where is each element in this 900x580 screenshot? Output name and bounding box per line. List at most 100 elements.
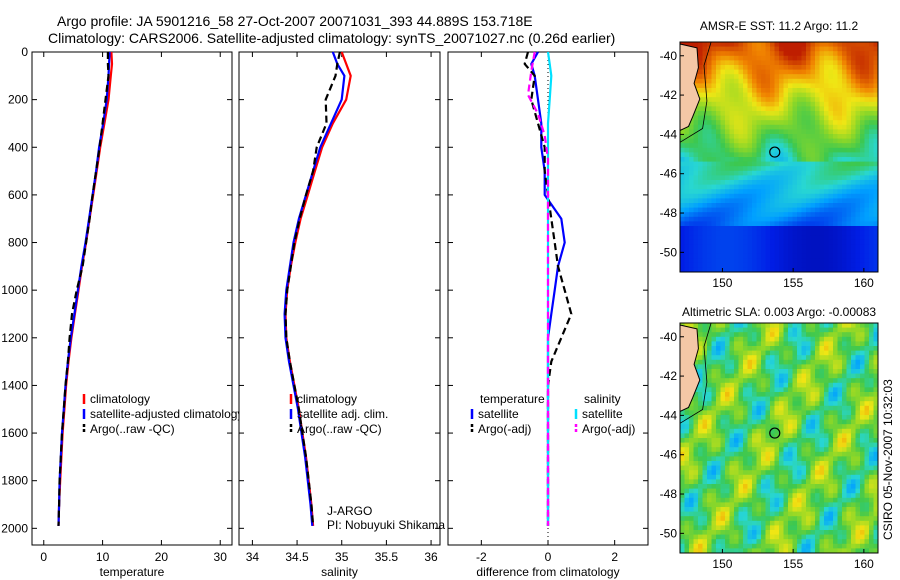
sla_map-cell [747,433,753,439]
sla_map-cell [810,401,816,407]
sst_map-cell [756,207,762,213]
sla_map-cell [765,373,771,379]
sla_map-cell [824,378,829,384]
sla_map-cell [864,336,870,342]
sla_map-cell [774,332,780,338]
sla_map-cell [761,451,766,457]
sla_map-cell [833,511,838,517]
sst_map-cell [806,212,811,218]
sla_map-cell [842,530,847,535]
sst_map-cell [743,198,748,204]
sla_map-cell [743,433,748,439]
sla_map-cell [743,465,748,471]
sla_map-cell [725,369,730,374]
sst_map-cell [761,97,766,103]
sst_map-cell [743,65,748,70]
sla_map-cell [684,474,690,480]
sla_map-cell [806,359,811,365]
sla_map-cell [698,511,703,517]
sst_map-cell [779,230,784,236]
sst_map-cell [788,42,793,47]
sst_map-cell [698,83,703,89]
sst_map-cell [806,106,811,112]
sla_map-cell [869,507,874,512]
sst_map-cell [720,88,726,93]
sst_map-cell [833,78,838,84]
sst_map-cell [720,51,726,57]
sst_map-cell [702,226,708,231]
sst_map-cell [729,83,735,89]
sst_map-cell [815,230,820,236]
sla_map-cell [801,369,807,374]
sla_map-cell [752,401,757,407]
sla_map-cell [716,355,721,361]
sst_map-cell [855,88,861,93]
sst_map-cell [801,78,807,84]
sst_map-cell [837,239,843,245]
sst_map-cell [819,170,825,176]
sst_map-cell [716,42,721,47]
sla_map-cell [770,350,775,356]
sst_map-cell [702,262,708,268]
sst_map-cell [770,65,775,70]
sst_map-cell [855,212,861,218]
sst_map-cell [801,46,807,52]
sla_map-cell [684,433,690,439]
temperature-ytick-label: 600 [8,188,28,202]
sla_map-cell [738,401,744,407]
sla_map-cell [725,355,730,361]
sst_map-cell [864,42,870,47]
sst_map-cell [698,106,703,112]
sla_map-cell [864,442,870,448]
sla_map-xtick-label: 150 [712,557,732,571]
sla_map-cell [873,465,879,471]
sst_map-cell [720,253,726,259]
sla_map-cell [801,525,807,531]
sst_map-cell [842,134,847,139]
temperature-ytick-label: 1800 [1,474,28,488]
sla_map-cell [774,465,780,471]
sst_map-cell [873,60,879,66]
sla_map-cell [788,488,793,494]
sla_map-cell [720,511,726,517]
sla_map-cell [855,350,861,356]
sst_map-cell [801,244,807,250]
sla_map-cell [729,534,735,540]
sst_map-cell [738,115,744,121]
sla_map-cell [797,346,802,351]
sst_map-cell [792,166,798,172]
sla_map-cell [743,382,748,388]
sla_map-cell [743,387,748,393]
sla_map-cell [819,424,825,430]
sst_map-cell [810,184,816,190]
sla_map-cell [734,419,739,425]
sst_map-cell [801,106,807,112]
sst_map-cell [729,184,735,190]
sla_map-cell [797,332,802,338]
sst_map-cell [743,134,748,139]
sst_map-cell [752,253,757,259]
sla_map-cell [770,516,775,522]
sst_map-cell [774,230,780,236]
sla_map-cell [788,465,793,471]
sla_map-cell [702,382,708,388]
sla_map-cell [765,428,771,434]
sst_map-cell [819,226,825,231]
sla_map-cell [828,392,834,397]
sla_map-cell [734,364,739,370]
sst_map-cell [711,230,717,236]
sst_map-cell [833,230,838,236]
sla_map-cell [756,410,762,416]
sst_map-cell [711,253,717,259]
sst_map-cell [707,230,712,236]
sla_map-cell [801,543,807,549]
sst_map-cell [833,267,838,273]
sla_map-cell [684,419,690,425]
sla_map-cell [711,392,717,397]
sst_map-cell [680,180,685,185]
sla_map-cell [788,378,793,384]
sla_map-cell [761,534,766,540]
sla_map-cell [716,405,721,411]
sst_map-cell [801,235,807,241]
sst_map-cell [788,97,793,103]
